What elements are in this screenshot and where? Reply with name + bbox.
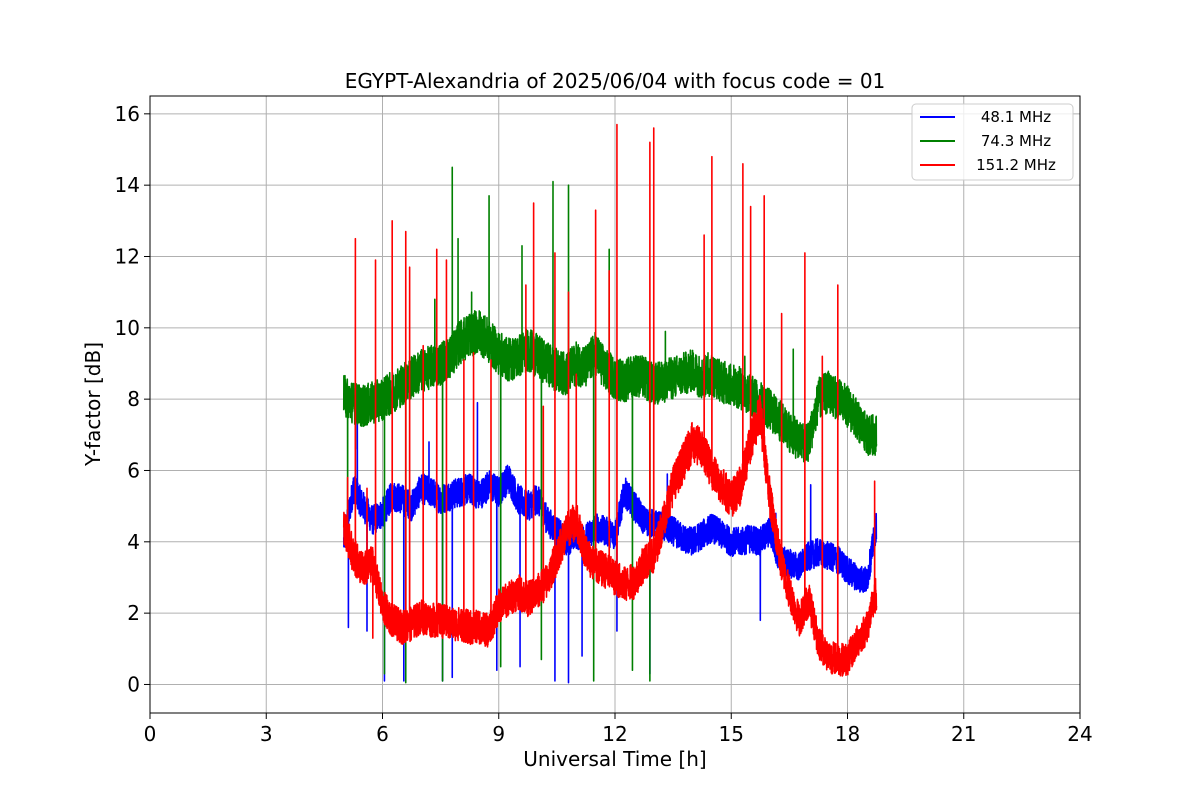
y-tick-label: 0 [127,672,140,696]
x-tick-label: 15 [719,722,744,746]
legend-box [911,103,1074,181]
y-tick-label: 10 [115,316,140,340]
x-tick-label: 12 [602,722,627,746]
x-tick-label: 6 [376,722,389,746]
y-tick-label: 8 [127,387,140,411]
y-tick-label: 4 [127,530,140,554]
y-tick-label: 6 [127,458,140,482]
legend-label: 74.3 MHz [981,132,1051,150]
series-line-151-2-mhz [342,123,878,677]
x-tick-label: 18 [835,722,860,746]
chart-title: EGYPT-Alexandria of 2025/06/04 with focu… [345,69,886,93]
x-axis-label: Universal Time [h] [523,747,706,771]
x-tick-label: 0 [144,722,157,746]
series-layer [342,123,878,684]
y-tick-label: 2 [127,601,140,625]
x-tick-label: 24 [1067,722,1092,746]
legend-label: 151.2 MHz [976,156,1056,174]
y-tick-label: 12 [115,244,140,268]
y-tick-label: 16 [115,102,140,126]
y-axis-label: Y-factor [dB] [81,342,105,467]
x-tick-label: 21 [951,722,976,746]
x-tick-label: 9 [492,722,505,746]
y-tick-label: 14 [115,173,140,197]
x-tick-label: 3 [260,722,273,746]
legend: 48.1 MHz 74.3 MHz 151.2 MHz [911,103,1074,181]
legend-label: 48.1 MHz [981,108,1051,126]
